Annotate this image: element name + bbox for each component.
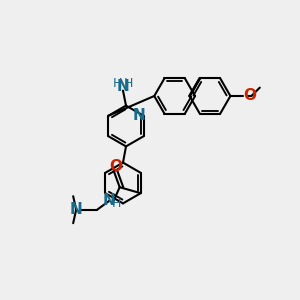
Text: H: H [112,196,122,210]
Text: N: N [70,202,83,217]
Text: N: N [133,108,145,123]
Text: N: N [117,79,129,94]
Text: O: O [244,88,256,104]
Text: H: H [113,77,122,90]
Text: H: H [124,77,133,90]
Text: O: O [109,159,122,174]
Text: N: N [103,193,116,208]
